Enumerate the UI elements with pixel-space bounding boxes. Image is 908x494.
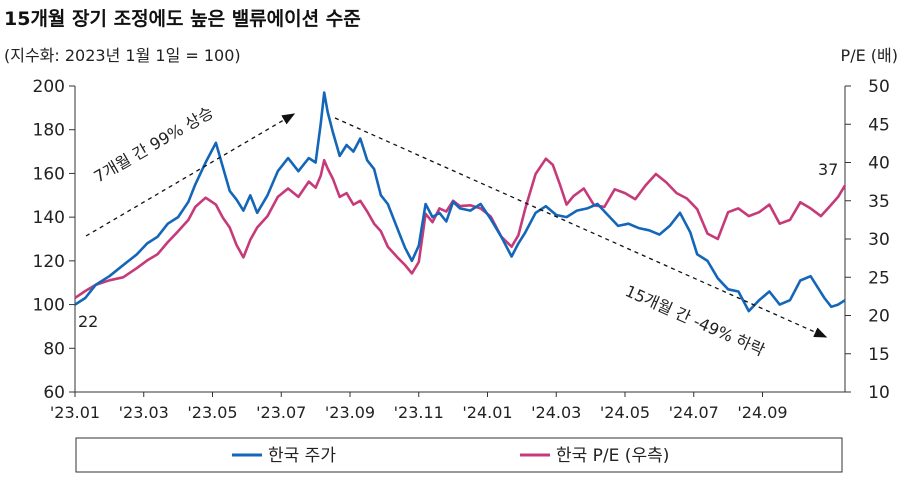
- rise-annotation: 7개월 간 99% 상승: [91, 103, 217, 187]
- x-tick-label: '23.09: [325, 403, 375, 422]
- x-tick-label: '23.01: [50, 403, 100, 422]
- left-tick-label: 160: [33, 164, 65, 184]
- right-tick-label: 20: [868, 307, 890, 327]
- x-axis-ticks: '23.01 '23.03 '23.05 '23.07 '23.09 '23.11 '24.…: [50, 392, 788, 422]
- start-pe-label: 22: [78, 312, 98, 331]
- end-pe-label: 37: [818, 160, 838, 179]
- right-tick-label: 25: [868, 268, 890, 288]
- x-tick-label: '24.07: [669, 403, 719, 422]
- x-tick-label: '24.01: [462, 403, 512, 422]
- chart-subtitle: (지수화: 2023년 1월 1일 = 100): [4, 46, 241, 65]
- left-tick-label: 140: [33, 208, 65, 228]
- right-tick-label: 10: [868, 383, 890, 403]
- fall-arrow: [334, 117, 828, 338]
- right-axis-ticks: 10 15 20 25 30 35 40 45 50: [845, 77, 890, 403]
- x-tick-label: '23.07: [256, 403, 306, 422]
- chart-title: 15개월 장기 조정에도 높은 밸류에이션 수준: [4, 8, 361, 30]
- left-tick-label: 200: [33, 77, 65, 97]
- x-tick-label: '23.03: [119, 403, 169, 422]
- fall-annotation: 15개월 간 -49% 하락: [622, 281, 768, 360]
- left-tick-label: 180: [33, 121, 65, 141]
- series-layer: [74, 91, 847, 313]
- x-tick-label: '23.11: [394, 403, 444, 422]
- right-tick-label: 50: [868, 77, 890, 97]
- x-tick-label: '23.05: [187, 403, 237, 422]
- x-tick-label: '24.05: [600, 403, 650, 422]
- right-tick-label: 15: [868, 345, 890, 365]
- series-line-stock: [74, 91, 846, 313]
- right-tick-label: 40: [868, 154, 890, 174]
- legend-label-stock: 한국 주가: [268, 446, 336, 466]
- right-tick-label: 30: [868, 230, 890, 250]
- series-line-pe: [74, 157, 847, 299]
- right-tick-label: 35: [868, 192, 890, 212]
- left-tick-label: 120: [33, 252, 65, 272]
- legend-label-pe: 한국 P/E (우측): [556, 446, 669, 466]
- rise-arrow: [85, 113, 296, 237]
- x-tick-label: '24.03: [531, 403, 581, 422]
- legend-box: [75, 437, 843, 473]
- left-axis-ticks: 60 80 100 120 140 160 180 200: [33, 77, 75, 403]
- left-tick-label: 60: [43, 383, 65, 403]
- right-axis-label: P/E (배): [841, 46, 898, 65]
- right-tick-label: 45: [868, 115, 890, 135]
- left-tick-label: 80: [43, 339, 65, 359]
- x-tick-label: '24.09: [737, 403, 787, 422]
- left-tick-label: 100: [33, 296, 65, 316]
